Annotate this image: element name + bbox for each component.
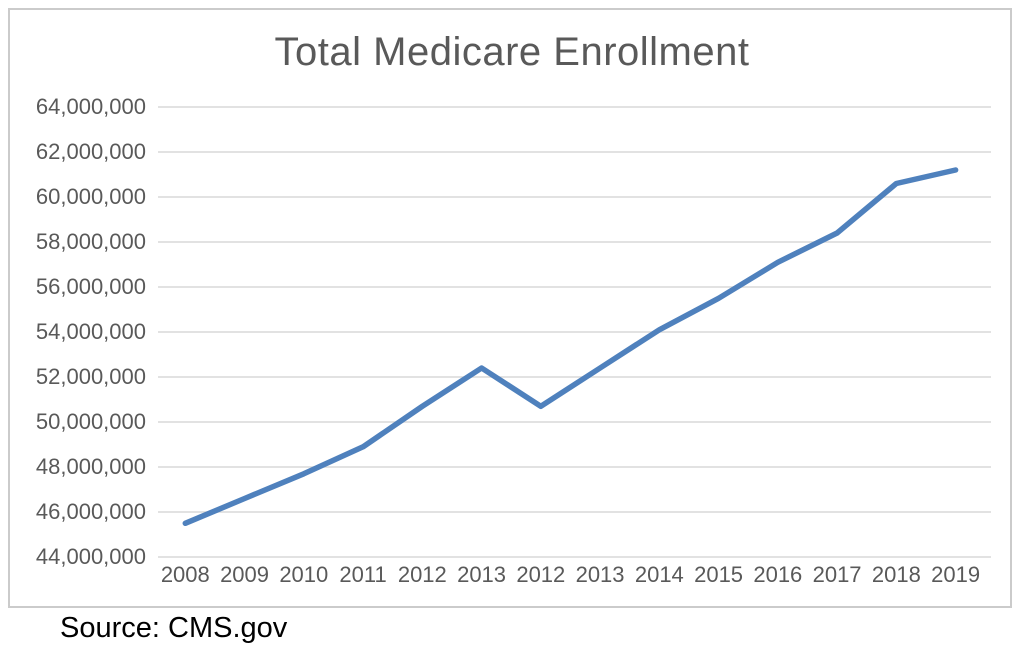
x-axis-tick-label: 2013 bbox=[457, 562, 507, 587]
x-axis-tick-label: 2015 bbox=[694, 562, 744, 587]
y-axis-tick-label: 52,000,000 bbox=[35, 364, 146, 389]
y-axis-tick-label: 50,000,000 bbox=[35, 409, 146, 434]
y-axis-tick-label: 54,000,000 bbox=[35, 319, 146, 344]
x-axis-tick-label: 2012 bbox=[516, 562, 566, 587]
y-axis-tick-label: 56,000,000 bbox=[35, 274, 146, 299]
x-axis-tick-label: 2018 bbox=[871, 562, 921, 587]
y-axis-tick-label: 46,000,000 bbox=[35, 499, 146, 524]
y-axis-tick-label: 60,000,000 bbox=[35, 184, 146, 209]
x-axis-tick-label: 2016 bbox=[753, 562, 803, 587]
x-axis-tick-label: 2014 bbox=[634, 562, 684, 587]
y-axis-tick-label: 58,000,000 bbox=[35, 229, 146, 254]
x-axis-tick-label: 2012 bbox=[397, 562, 447, 587]
source-caption: Source: CMS.gov bbox=[60, 612, 288, 644]
y-axis-tick-label: 62,000,000 bbox=[35, 139, 146, 164]
y-axis-tick-label: 44,000,000 bbox=[35, 544, 146, 569]
data-line-total-medicare-enrollment bbox=[182, 167, 959, 527]
x-axis-tick-label: 2009 bbox=[220, 562, 270, 587]
x-axis-tick-label: 2011 bbox=[339, 562, 387, 587]
chart-frame bbox=[8, 8, 1012, 608]
x-axis-tick-label: 2019 bbox=[931, 562, 981, 587]
x-axis-tick-label: 2008 bbox=[160, 562, 210, 587]
chart-title: Total Medicare Enrollment bbox=[274, 30, 750, 74]
y-axis-tick-label: 64,000,000 bbox=[35, 94, 146, 119]
x-axis-tick-label: 2017 bbox=[812, 562, 862, 587]
x-axis-tick-label: 2010 bbox=[279, 562, 329, 587]
x-axis-tick-label: 2013 bbox=[575, 562, 625, 587]
y-axis-tick-label: 48,000,000 bbox=[35, 454, 146, 479]
